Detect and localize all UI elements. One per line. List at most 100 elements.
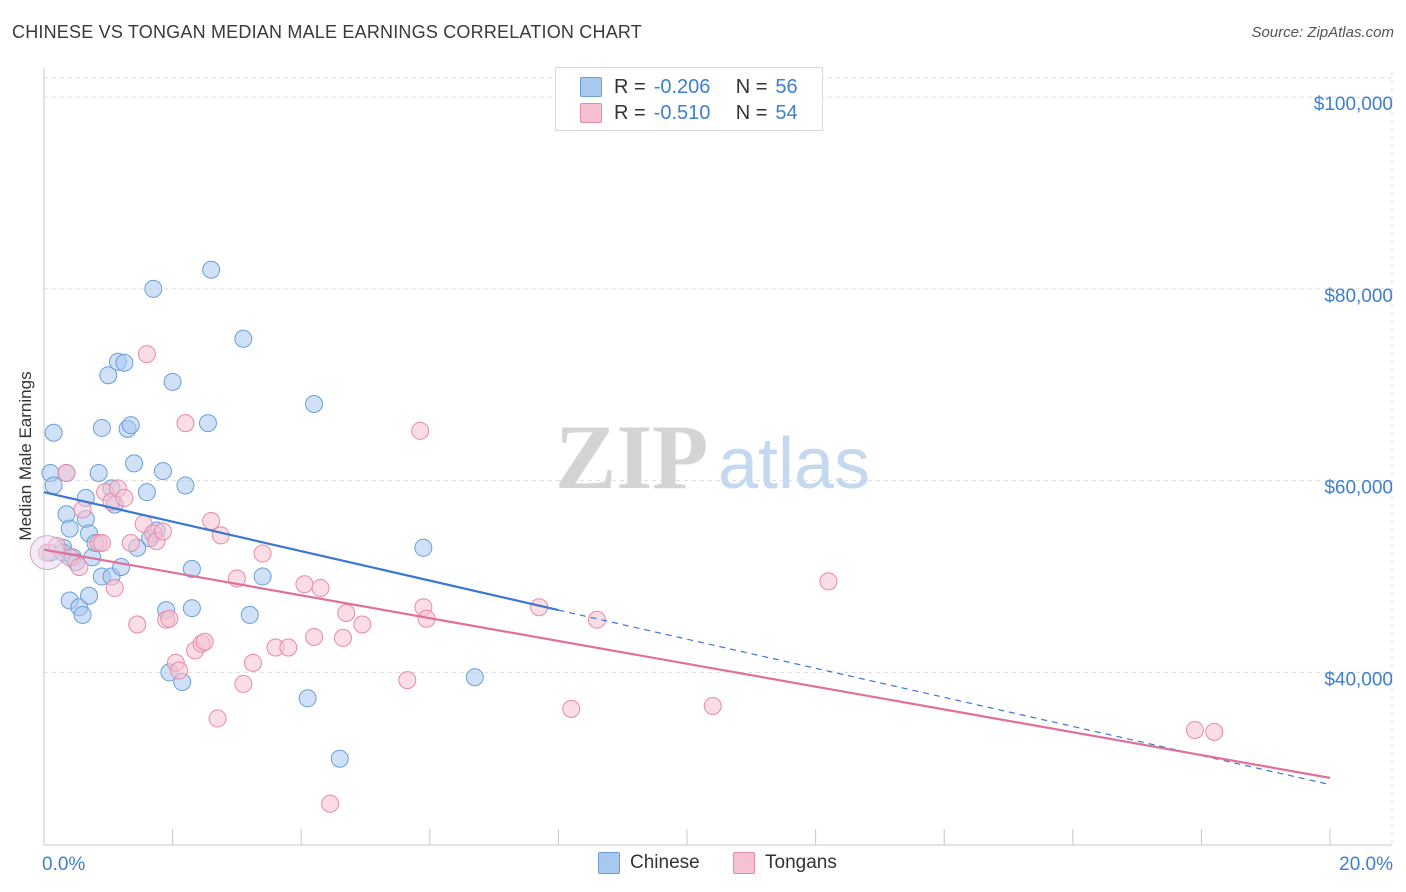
point-tongans	[333, 628, 352, 647]
point-tongans	[70, 557, 89, 576]
legend-r-label: R =	[614, 75, 646, 98]
x-tick-label: 0.0%	[42, 854, 85, 875]
legend-r-label: R =	[614, 101, 646, 124]
point-chinese	[414, 538, 433, 557]
legend-r-value: -0.510	[653, 101, 711, 124]
point-tongans	[562, 699, 581, 718]
series-legend-chinese[interactable]: Chinese	[598, 852, 700, 874]
y-tick-label: $100,000	[1314, 94, 1393, 115]
point-chinese	[465, 668, 484, 687]
point-tongans	[137, 345, 156, 364]
y-axis-label: Median Male Earnings	[16, 371, 35, 540]
series-legend-tongans[interactable]: Tongans	[733, 852, 837, 874]
series-swatch-tongans	[733, 852, 755, 874]
point-chinese	[115, 353, 134, 372]
point-tongans	[153, 522, 172, 541]
point-tongans	[160, 609, 179, 628]
legend-row-tongans: R = -0.510 N = 54	[580, 101, 798, 125]
legend-swatch-tongans	[580, 103, 602, 123]
y-tick-label: $60,000	[1324, 478, 1393, 499]
point-tongans	[92, 533, 111, 552]
point-chinese	[305, 394, 324, 413]
point-tongans	[176, 414, 195, 433]
point-chinese	[240, 605, 259, 624]
trend-line-tongans	[43, 548, 1331, 779]
point-chinese	[298, 689, 317, 708]
point-chinese	[121, 416, 140, 435]
y-tick-labels: $40,000 $60,000 $80,000 $100,000	[1314, 94, 1393, 690]
point-chinese	[202, 260, 221, 279]
point-tongans	[311, 579, 330, 598]
point-chinese	[44, 476, 63, 495]
data-points	[29, 260, 1224, 813]
point-tongans	[208, 709, 227, 728]
point-tongans	[121, 533, 140, 552]
point-tongans	[411, 421, 430, 440]
point-tongans	[305, 627, 324, 646]
y-tick-label: $80,000	[1324, 286, 1393, 307]
point-chinese	[330, 749, 349, 768]
chart-title: CHINESE VS TONGAN MEDIAN MALE EARNINGS C…	[12, 22, 642, 42]
point-tongans	[398, 671, 417, 690]
point-chinese	[182, 559, 201, 578]
point-tongans	[353, 615, 372, 634]
legend-n-label: N =	[735, 101, 768, 124]
point-tongans	[587, 610, 606, 629]
legend-n-label: N =	[735, 75, 768, 98]
point-tongans	[321, 794, 340, 813]
source-credit: Source: ZipAtlas.com	[1251, 24, 1394, 41]
point-chinese	[80, 586, 99, 605]
point-chinese	[44, 423, 63, 442]
point-tongans	[703, 696, 722, 715]
y-tick-label: $40,000	[1324, 669, 1393, 690]
point-chinese	[234, 329, 253, 348]
point-tongans	[170, 661, 189, 680]
point-tongans	[279, 638, 298, 657]
point-tongans	[57, 464, 76, 483]
point-chinese	[99, 366, 118, 385]
legend-n-value: 56	[775, 75, 798, 98]
watermark-zip: ZIP	[555, 406, 708, 508]
point-tongans	[115, 488, 134, 507]
point-chinese	[153, 462, 172, 481]
watermark-atlas: atlas	[718, 424, 870, 504]
point-chinese	[176, 476, 195, 495]
point-tongans	[253, 544, 272, 563]
stats-legend: R = -0.206 N = 56 R = -0.510 N = 54	[555, 67, 823, 131]
x-tick-label: 20.0%	[1339, 854, 1393, 875]
point-tongans	[128, 615, 147, 634]
point-chinese	[198, 414, 217, 433]
point-tongans	[295, 575, 314, 594]
point-chinese	[253, 567, 272, 586]
point-tongans	[202, 511, 221, 530]
trend-line-chinese	[43, 491, 559, 612]
series-swatch-chinese	[598, 852, 620, 874]
point-tongans	[1185, 720, 1204, 739]
point-tongans	[819, 572, 838, 591]
point-tongans	[1205, 722, 1224, 741]
point-tongans	[234, 674, 253, 693]
series-label-chinese: Chinese	[630, 852, 700, 873]
point-tongans	[105, 579, 124, 598]
axes	[43, 68, 1392, 846]
point-tongans	[195, 632, 214, 651]
point-chinese	[92, 418, 111, 437]
point-tongans	[337, 603, 356, 622]
trend-lines	[43, 491, 1331, 786]
legend-r-value: -0.206	[653, 75, 711, 98]
point-chinese	[182, 599, 201, 618]
point-chinese	[60, 519, 79, 538]
series-label-tongans: Tongans	[765, 852, 837, 873]
series-legend: Chinese Tongans	[0, 852, 1406, 878]
point-chinese	[73, 605, 92, 624]
point-chinese	[144, 279, 163, 298]
legend-row-chinese: R = -0.206 N = 56	[580, 75, 798, 99]
point-chinese	[137, 483, 156, 502]
point-chinese	[112, 557, 131, 576]
point-tongans	[211, 526, 230, 545]
legend-n-value: 54	[775, 101, 798, 124]
point-tongans	[243, 653, 262, 672]
legend-swatch-chinese	[580, 77, 602, 97]
point-chinese	[89, 464, 108, 483]
